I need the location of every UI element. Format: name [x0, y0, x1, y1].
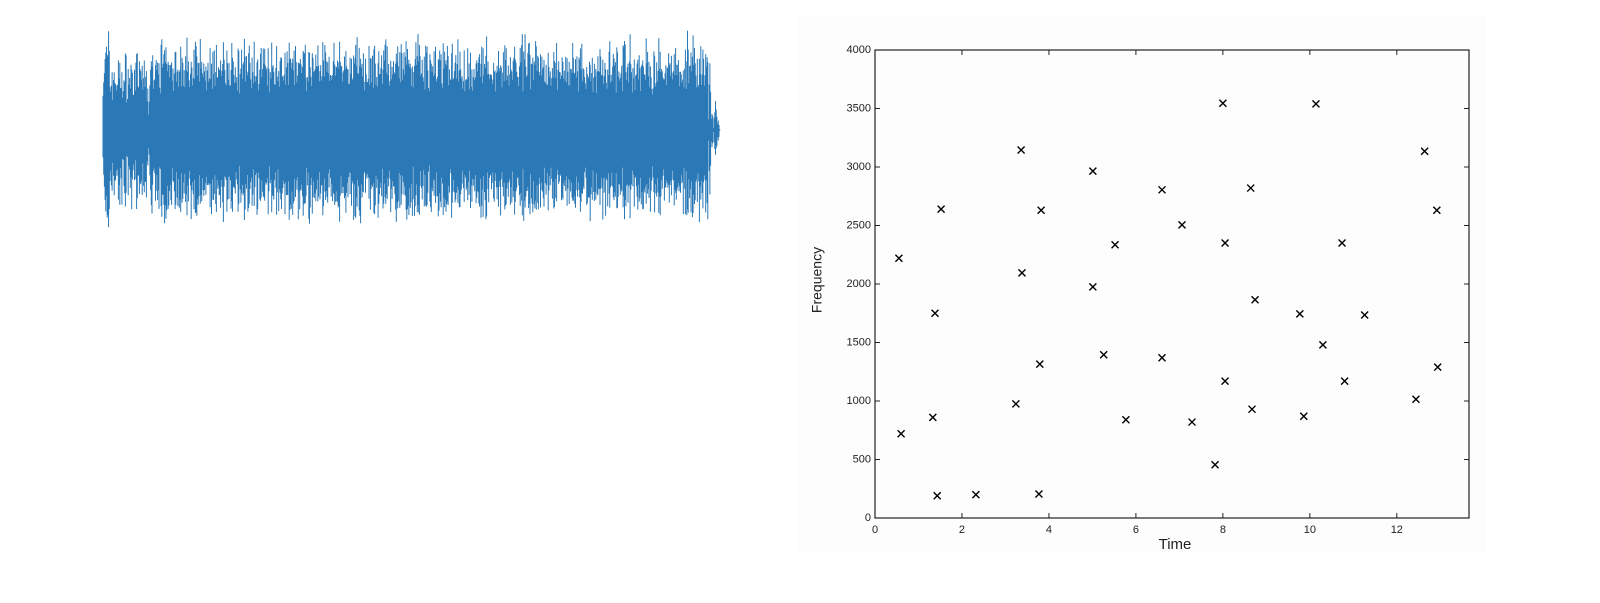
point	[1218, 99, 1227, 108]
y-tick-label: 2000	[847, 278, 871, 290]
y-tick-label: 3500	[847, 102, 871, 114]
point	[1088, 282, 1097, 291]
point	[1111, 240, 1120, 249]
point	[1088, 167, 1097, 176]
x-tick-label: 8	[1220, 524, 1226, 536]
point	[1188, 418, 1196, 427]
point	[897, 429, 906, 438]
point	[1099, 350, 1108, 359]
waveform-trace	[102, 30, 721, 228]
point	[931, 309, 940, 318]
point	[1011, 399, 1020, 408]
point	[1221, 377, 1230, 386]
point	[1432, 206, 1441, 215]
y-tick-label: 2500	[847, 219, 871, 231]
point	[1411, 395, 1420, 404]
point	[1433, 363, 1442, 372]
point	[1251, 295, 1260, 304]
point	[1295, 309, 1304, 318]
point	[1340, 377, 1349, 386]
point	[1211, 460, 1220, 469]
point	[1121, 415, 1130, 424]
point	[1158, 353, 1166, 362]
point	[1017, 146, 1026, 155]
point	[1299, 412, 1308, 421]
y-tick-label: 1500	[847, 336, 871, 348]
x-tick-label: 6	[1133, 524, 1139, 536]
x-tick-label: 4	[1046, 524, 1052, 536]
y-tick-label: 3000	[847, 161, 871, 173]
plot-background	[798, 15, 1486, 552]
point	[1420, 147, 1429, 156]
point	[1360, 311, 1369, 319]
point	[1318, 340, 1327, 349]
point	[1035, 360, 1044, 369]
y-tick-label: 0	[865, 512, 871, 524]
waveform	[102, 30, 721, 228]
point	[1221, 239, 1230, 248]
y-axis-label: Frequency	[809, 247, 825, 313]
point	[1037, 206, 1046, 215]
x-tick-label: 0	[872, 524, 878, 536]
x-axis-label: Time	[1159, 536, 1192, 553]
x-tick-label: 2	[959, 524, 965, 536]
point	[971, 490, 980, 499]
point	[1311, 99, 1320, 108]
point	[933, 491, 942, 500]
y-tick-label: 1000	[847, 395, 871, 407]
point	[1246, 184, 1255, 193]
point	[928, 413, 937, 422]
y-tick-label: 500	[853, 453, 871, 465]
x-tick-label: 12	[1391, 524, 1403, 536]
point	[1338, 239, 1347, 248]
point	[1158, 185, 1166, 194]
point	[937, 205, 946, 214]
point	[1178, 220, 1186, 229]
y-tick-label: 4000	[847, 44, 871, 56]
point	[894, 254, 903, 263]
point	[1248, 405, 1257, 414]
point	[1017, 268, 1026, 277]
x-tick-label: 10	[1304, 524, 1316, 536]
point	[1034, 490, 1043, 499]
